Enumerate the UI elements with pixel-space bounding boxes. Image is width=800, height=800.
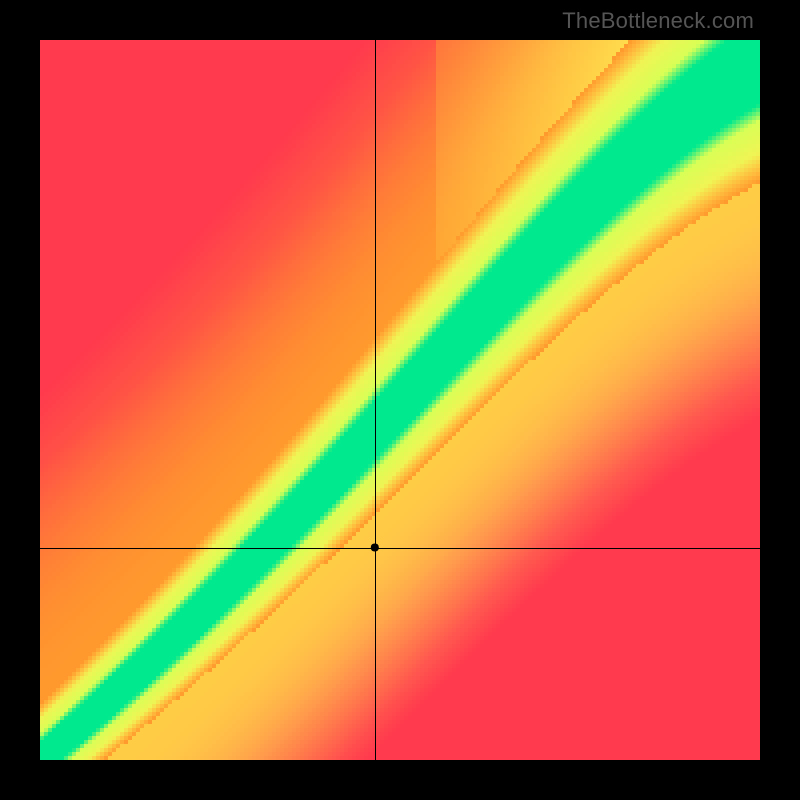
watermark-text: TheBottleneck.com bbox=[562, 8, 754, 34]
chart-frame: TheBottleneck.com bbox=[0, 0, 800, 800]
crosshair-overlay bbox=[40, 40, 760, 760]
plot-area bbox=[40, 40, 760, 760]
